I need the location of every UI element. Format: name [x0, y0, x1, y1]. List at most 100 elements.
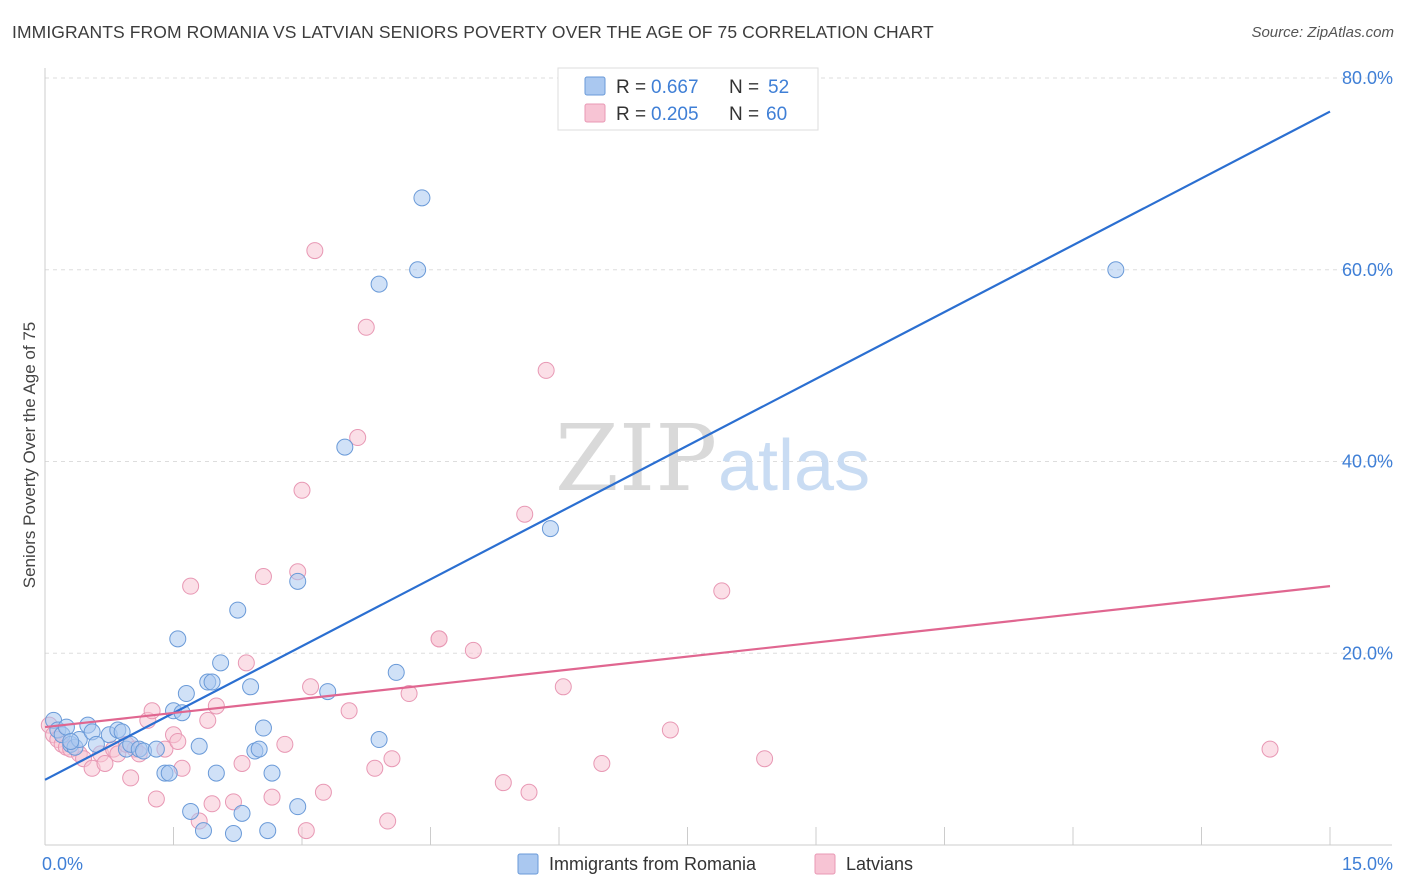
y-tick-label: 80.0%	[1342, 68, 1393, 88]
data-point-latvians	[379, 812, 397, 830]
data-point-latvians	[537, 361, 555, 379]
data-point-romania	[182, 802, 200, 820]
data-point-romania	[57, 718, 75, 736]
legend-n-label: N =	[729, 104, 759, 125]
legend-n-label: N =	[729, 77, 759, 98]
data-point-latvians	[464, 641, 482, 659]
data-point-latvians	[366, 759, 384, 777]
trend-line-latvians	[44, 585, 1331, 729]
data-point-latvians	[314, 783, 332, 801]
legend-swatch-romania	[584, 76, 606, 96]
data-point-romania	[203, 673, 221, 691]
data-point-latvians	[96, 755, 114, 773]
data-point-romania	[207, 764, 225, 782]
data-point-latvians	[400, 685, 418, 703]
legend-series-romania: Immigrants from Romania	[549, 854, 757, 874]
legend-r-label: R =	[616, 77, 646, 98]
data-point-latvians	[520, 783, 538, 801]
data-point-latvians	[182, 577, 200, 595]
data-point-latvians	[237, 654, 255, 672]
data-point-latvians	[207, 697, 225, 715]
watermark: ZIP atlas	[555, 405, 870, 512]
data-point-latvians	[1261, 740, 1279, 758]
data-point-romania	[289, 798, 307, 816]
data-point-latvians	[224, 793, 242, 811]
stats-legend: R = 0.667 N = 52 R = 0.205 N = 60	[557, 67, 819, 131]
legend-series-latvians: Latvians	[846, 854, 913, 874]
data-point-latvians	[297, 822, 315, 840]
data-point-romania	[233, 804, 251, 822]
data-point-latvians	[169, 732, 187, 750]
data-point-romania	[259, 822, 277, 840]
data-point-latvians	[203, 795, 221, 813]
chart-title: IMMIGRANTS FROM ROMANIA VS LATVIAN SENIO…	[12, 22, 934, 42]
data-point-romania	[387, 663, 405, 681]
tick-labels: 20.0% 40.0% 60.0% 80.0% 0.0% 15.0%	[42, 68, 1393, 874]
data-point-romania	[194, 822, 212, 840]
source-credit: Source: ZipAtlas.com	[1251, 24, 1394, 41]
data-point-latvians	[293, 481, 311, 499]
data-point-latvians	[756, 750, 774, 768]
data-point-romania	[177, 685, 195, 703]
y-tick-label: 60.0%	[1342, 260, 1393, 280]
data-point-romania	[62, 732, 80, 750]
data-point-romania	[1107, 261, 1125, 279]
trend-lines	[44, 110, 1331, 781]
data-point-romania	[541, 520, 559, 538]
data-point-romania	[229, 601, 247, 619]
data-point-latvians	[340, 702, 358, 720]
data-point-romania	[289, 572, 307, 590]
watermark-zip: ZIP	[555, 405, 717, 512]
data-point-latvians	[306, 242, 324, 260]
data-point-latvians	[357, 318, 375, 336]
data-points	[40, 189, 1279, 842]
data-point-romania	[409, 261, 427, 279]
data-point-latvians	[516, 505, 534, 523]
data-point-latvians	[349, 429, 367, 447]
series-legend: Immigrants from Romania Latvians	[517, 853, 913, 875]
watermark-atlas: atlas	[718, 426, 870, 506]
data-point-romania	[413, 189, 431, 207]
data-point-latvians	[494, 774, 512, 792]
y-axis-label: Seniors Poverty Over the Age of 75	[20, 322, 39, 588]
data-point-latvians	[233, 755, 251, 773]
data-point-romania	[242, 678, 260, 696]
y-tick-label: 20.0%	[1342, 643, 1393, 663]
axes	[44, 68, 1392, 846]
data-point-latvians	[122, 769, 140, 787]
data-point-romania	[160, 764, 178, 782]
data-point-romania	[147, 740, 165, 758]
data-point-romania	[169, 630, 187, 648]
grid-lines	[45, 77, 1392, 654]
legend-swatch-latvians	[584, 103, 606, 123]
legend-r-value: 0.205	[651, 104, 699, 125]
legend-r-value: 0.667	[651, 77, 699, 98]
data-point-latvians	[383, 750, 401, 768]
data-point-romania	[263, 764, 281, 782]
x-tick-label: 15.0%	[1342, 854, 1393, 874]
legend-swatch-latvians	[814, 853, 836, 875]
data-point-romania	[370, 731, 388, 749]
data-point-latvians	[276, 735, 294, 753]
data-point-latvians	[430, 630, 448, 648]
data-point-latvians	[302, 678, 320, 696]
data-point-latvians	[199, 711, 217, 729]
legend-n-value: 52	[768, 77, 789, 98]
legend-r-label: R =	[616, 104, 646, 125]
data-point-romania	[224, 824, 242, 842]
data-point-latvians	[593, 755, 611, 773]
data-point-latvians	[147, 790, 165, 808]
data-point-romania	[250, 740, 268, 758]
trend-line-romania	[44, 110, 1331, 781]
data-point-romania	[336, 438, 354, 456]
data-point-romania	[254, 719, 272, 737]
data-point-latvians	[713, 582, 731, 600]
data-point-romania	[370, 275, 388, 293]
data-point-latvians	[263, 788, 281, 806]
legend-swatch-romania	[517, 853, 539, 875]
data-point-latvians	[254, 568, 272, 586]
data-point-romania	[190, 737, 208, 755]
legend-n-value: 60	[766, 104, 787, 125]
data-point-romania	[212, 654, 230, 672]
